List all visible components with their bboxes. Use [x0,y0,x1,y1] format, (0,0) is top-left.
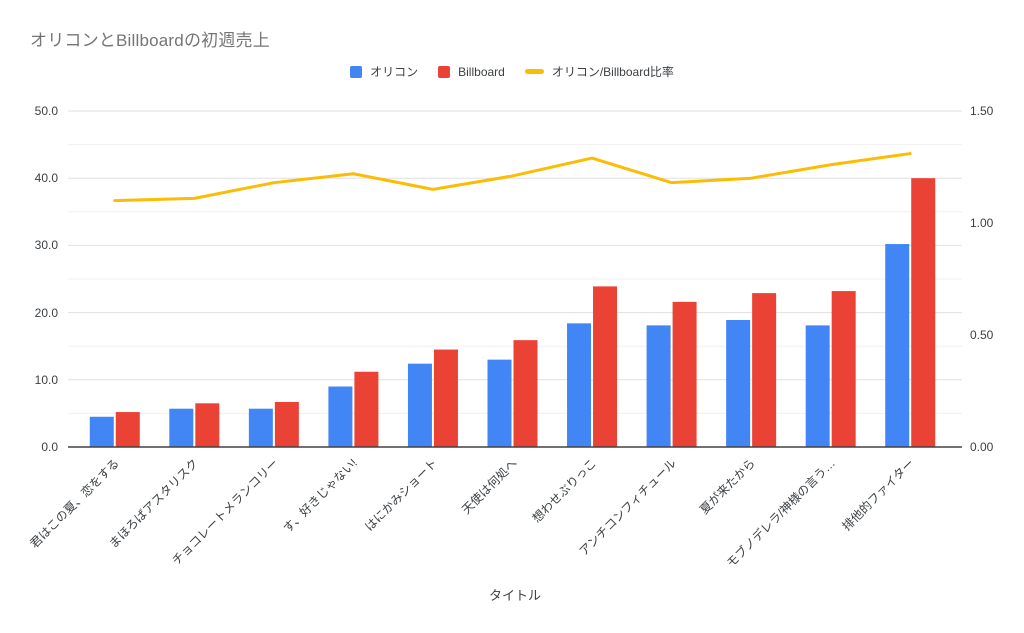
bar-billboard-0[interactable] [115,412,140,447]
legend-swatch-oricon-icon [350,65,363,78]
legend-label-oricon: オリコン [370,65,419,79]
legend-item-ratio[interactable]: オリコン/Billboard比率 [524,63,674,80]
line-ratio[interactable] [113,152,912,203]
bar-oricon-2[interactable] [248,408,273,447]
bar-billboard-2[interactable] [274,401,299,447]
chart-title: オリコンとBillboardの初週売上 [30,31,270,50]
bar-oricon-7[interactable] [646,325,671,447]
bar-billboard-4[interactable] [433,349,458,447]
bar-billboard-6[interactable] [593,286,618,447]
bar-oricon-4[interactable] [407,363,432,447]
bar-billboard-3[interactable] [354,371,379,447]
legend-swatch-ratio-icon [524,69,544,74]
legend-label-ratio: オリコン/Billboard比率 [551,65,674,79]
bar-billboard-7[interactable] [672,301,697,447]
bar-oricon-6[interactable] [567,323,592,447]
bar-oricon-5[interactable] [487,359,512,447]
legend-swatch-billboard-icon [438,65,451,78]
bar-oricon-10[interactable] [885,244,910,447]
bar-oricon-9[interactable] [805,325,830,447]
bar-billboard-10[interactable] [911,178,936,447]
bar-billboard-8[interactable] [752,293,777,447]
legend: オリコン Billboard オリコン/Billboard比率 [0,63,1024,80]
x-axis-title: タイトル [488,588,541,603]
bar-billboard-5[interactable] [513,340,538,447]
bar-billboard-1[interactable] [195,403,220,447]
bar-billboard-9[interactable] [831,291,856,447]
bar-oricon-0[interactable] [89,416,114,447]
legend-item-billboard[interactable]: Billboard [438,65,505,79]
bar-oricon-8[interactable] [726,319,751,447]
bar-oricon-1[interactable] [169,408,194,447]
legend-item-oricon[interactable]: オリコン [350,63,418,80]
bar-oricon-3[interactable] [328,386,353,447]
legend-label-billboard: Billboard [458,64,505,79]
